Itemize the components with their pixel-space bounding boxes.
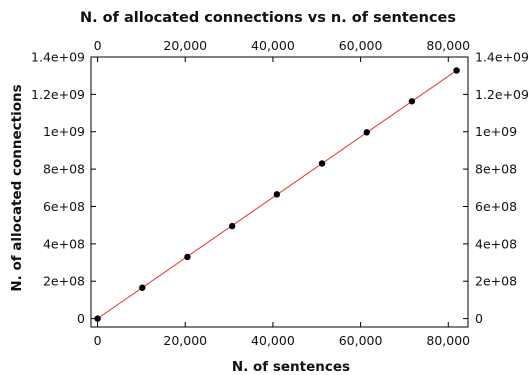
y-tick-label-left: 1.4e+09 xyxy=(31,50,85,65)
y-tick-label-right: 4e+08 xyxy=(475,236,517,251)
data-point xyxy=(363,129,370,136)
data-point xyxy=(408,98,416,105)
chart-title: N. of allocated connections vs n. of sen… xyxy=(80,10,456,26)
y-tick-label-left: 2e+08 xyxy=(43,274,85,289)
y-tick-label-left: 1e+09 xyxy=(43,124,85,139)
data-point xyxy=(228,222,236,230)
data-point xyxy=(94,315,101,322)
x-tick-label-bottom: 80,000 xyxy=(426,333,470,348)
y-axis-label: N. of allocated connections xyxy=(9,84,25,291)
x-ticks-top: 0 20,000 40,000 60,000 80,000 xyxy=(94,38,470,62)
y-tick-label-right: 8e+08 xyxy=(475,162,517,177)
x-ticks-bottom: 0 20,000 40,000 60,000 80,000 xyxy=(94,322,470,348)
series-layer xyxy=(94,67,460,322)
x-tick-label-top: 40,000 xyxy=(251,38,295,53)
x-tick-label-top: 20,000 xyxy=(163,38,207,53)
y-tick-label-right: 1e+09 xyxy=(475,124,517,139)
y-tick-label-right: 6e+08 xyxy=(475,199,517,214)
data-point xyxy=(139,284,146,291)
y-tick-label-right: 0 xyxy=(475,311,483,326)
data-point xyxy=(318,160,326,167)
y-tick-label-left: 1.2e+09 xyxy=(31,87,85,102)
y-ticks-right: 0 2e+08 4e+08 6e+08 8e+08 1e+09 1.2e+09 1.4e+09 xyxy=(463,50,529,326)
x-tick-label-top: 80,000 xyxy=(426,38,470,53)
plot-frame xyxy=(90,56,469,328)
y-tick-label-left: 6e+08 xyxy=(43,199,85,214)
y-tick-label-left: 0 xyxy=(77,311,85,326)
y-tick-label-left: 8e+08 xyxy=(43,162,85,177)
y-tick-label-left: 4e+08 xyxy=(43,236,85,251)
x-tick-label-top: 0 xyxy=(94,38,102,53)
y-ticks-left: 0 2e+08 4e+08 6e+08 8e+08 1e+09 1.2e+09 1.4e+09 xyxy=(31,50,96,326)
y-tick-label-right: 2e+08 xyxy=(475,274,517,289)
y-tick-label-right: 1.4e+09 xyxy=(475,50,529,65)
x-tick-label-bottom: 60,000 xyxy=(339,333,383,348)
x-tick-label-bottom: 40,000 xyxy=(251,333,295,348)
x-tick-label-bottom: 0 xyxy=(94,333,102,348)
x-axis-label: N. of sentences xyxy=(232,359,350,375)
data-point xyxy=(273,191,281,198)
data-point xyxy=(184,253,191,261)
x-tick-label-bottom: 20,000 xyxy=(163,333,207,348)
data-point xyxy=(453,67,460,74)
y-tick-label-right: 1.2e+09 xyxy=(475,87,529,102)
x-tick-label-top: 60,000 xyxy=(339,38,383,53)
